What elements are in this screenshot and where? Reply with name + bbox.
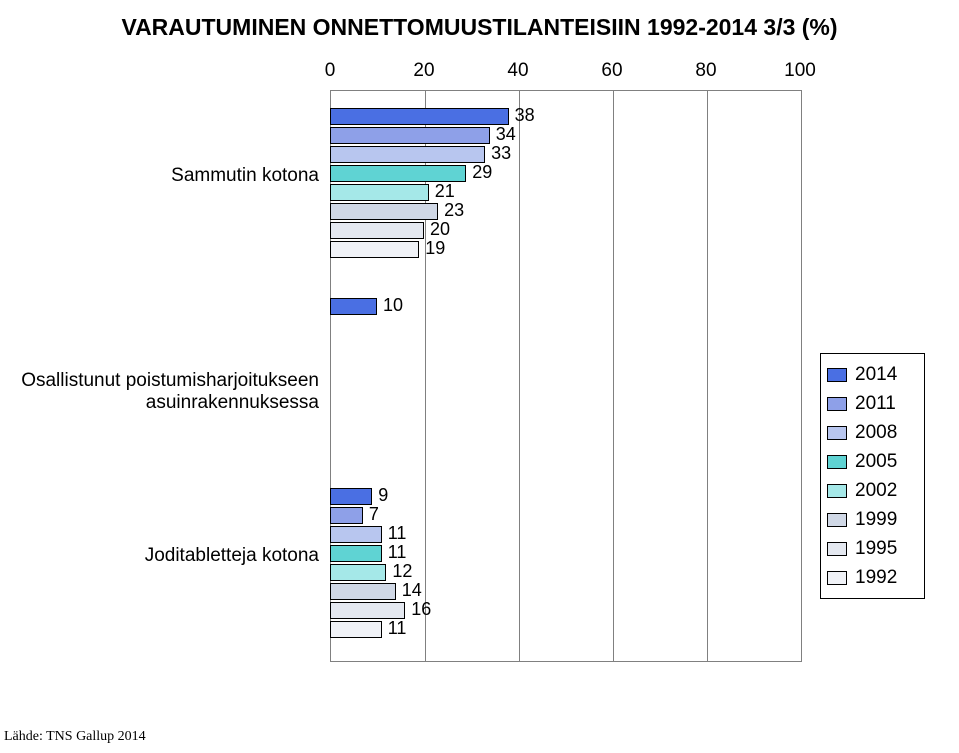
gridline (707, 91, 708, 661)
bar-value-label: 33 (491, 145, 511, 162)
bar-value-label: 34 (496, 126, 516, 143)
gridline (519, 91, 520, 661)
legend-item: 1992 (827, 563, 918, 592)
bar-value-label: 11 (388, 620, 407, 637)
axis-tick-label: 20 (413, 60, 434, 82)
bar-value-label: 19 (425, 240, 445, 257)
bar-value-label: 21 (435, 183, 455, 200)
legend-label: 2014 (855, 364, 897, 386)
legend-label: 2011 (855, 393, 896, 415)
bar-value-label: 29 (472, 164, 492, 181)
legend-label: 1992 (855, 567, 897, 589)
legend-item: 2005 (827, 447, 918, 476)
category-label: Joditabletteja kotona (19, 545, 319, 567)
legend-item: 1995 (827, 534, 918, 563)
legend-label: 2005 (855, 451, 897, 473)
legend-swatch (827, 426, 847, 440)
bar-value-label: 7 (369, 506, 379, 523)
bar (330, 298, 377, 315)
bar-value-label: 23 (444, 202, 464, 219)
legend-item: 2014 (827, 360, 918, 389)
page: VARAUTUMINEN ONNETTOMUUSTILANTEISIIN 199… (0, 0, 959, 753)
bar-value-label: 16 (411, 601, 431, 618)
legend-swatch (827, 368, 847, 382)
bar-value-label: 38 (515, 107, 535, 124)
bar-value-label: 14 (402, 582, 422, 599)
bar (330, 165, 466, 182)
bar (330, 583, 396, 600)
axis-tick-label: 100 (784, 60, 816, 82)
bar-value-label: 20 (430, 221, 450, 238)
gridline (613, 91, 614, 661)
legend-label: 1999 (855, 509, 897, 531)
legend-label: 2002 (855, 480, 897, 502)
bar (330, 241, 419, 258)
legend-swatch (827, 455, 847, 469)
bar-value-label: 12 (392, 563, 412, 580)
legend-swatch (827, 484, 847, 498)
legend-swatch (827, 397, 847, 411)
bar (330, 222, 424, 239)
legend-swatch (827, 513, 847, 527)
legend-item: 2011 (827, 389, 918, 418)
category-label: Sammutin kotona (19, 165, 319, 187)
bar-value-label: 10 (383, 297, 403, 314)
source-text: Lähde: TNS Gallup 2014 (4, 729, 146, 745)
legend-item: 2002 (827, 476, 918, 505)
legend-item: 2008 (827, 418, 918, 447)
legend-label: 2008 (855, 422, 897, 444)
axis-tick-label: 40 (507, 60, 528, 82)
legend-swatch (827, 571, 847, 585)
bar-value-label: 11 (388, 525, 407, 542)
bar (330, 108, 509, 125)
category-label: Osallistunut poistumisharjoitukseen asui… (19, 370, 319, 414)
bar-value-label: 11 (388, 544, 407, 561)
legend-item: 1999 (827, 505, 918, 534)
chart-title: VARAUTUMINEN ONNETTOMUUSTILANTEISIIN 199… (0, 14, 959, 41)
x-axis-labels: 020406080100 (330, 60, 800, 84)
bar (330, 602, 405, 619)
bar (330, 146, 485, 163)
legend-swatch (827, 542, 847, 556)
axis-tick-label: 0 (325, 60, 336, 82)
bar (330, 507, 363, 524)
axis-tick-label: 60 (601, 60, 622, 82)
axis-tick-label: 80 (695, 60, 716, 82)
bar (330, 526, 382, 543)
bar (330, 564, 386, 581)
legend-label: 1995 (855, 538, 897, 560)
bar-value-label: 9 (378, 487, 388, 504)
bar (330, 127, 490, 144)
legend: 2014 2011 2008 2005 2002 1999 1995 1992 (820, 353, 925, 599)
bar (330, 621, 382, 638)
bar (330, 184, 429, 201)
bar (330, 488, 372, 505)
bar (330, 203, 438, 220)
bar (330, 545, 382, 562)
